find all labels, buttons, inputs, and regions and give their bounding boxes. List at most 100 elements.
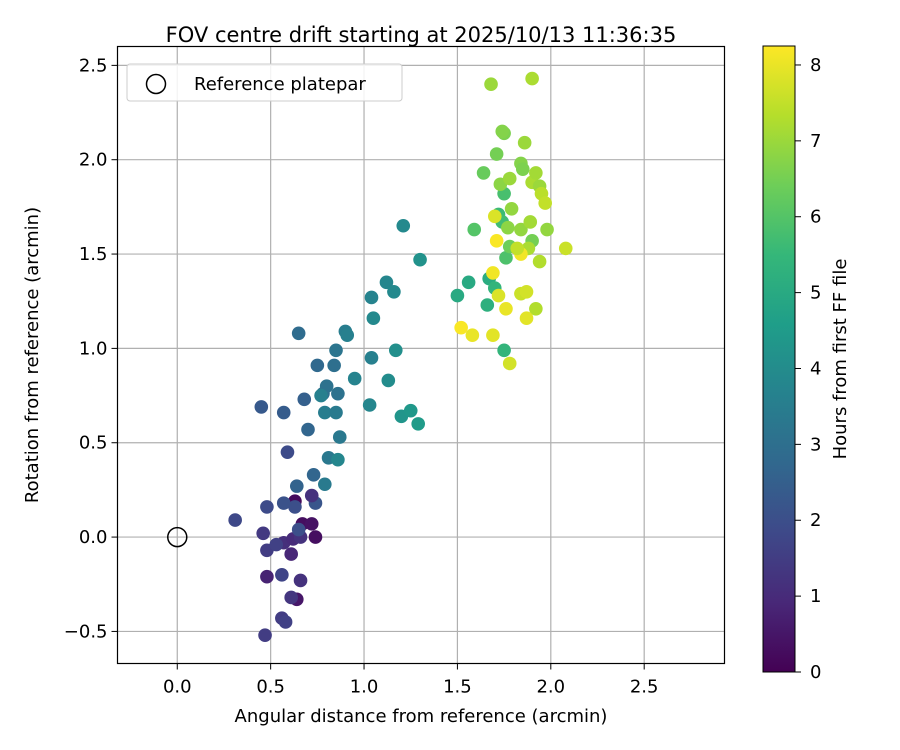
x-axis-label: Angular distance from reference (arcmin) bbox=[235, 706, 608, 727]
scatter-point bbox=[254, 400, 269, 414]
scatter-point bbox=[364, 290, 379, 305]
scatter-point bbox=[540, 222, 554, 237]
scatter-point bbox=[515, 162, 530, 176]
scatter-point bbox=[331, 386, 345, 401]
colorbar: 0 1 2 3 4 5 6 7 8 Hours from first FF file bbox=[762, 45, 851, 683]
scatter-point bbox=[364, 351, 379, 365]
chart-title: FOV centre drift starting at 2025/10/13 … bbox=[166, 23, 677, 47]
scatter-point bbox=[362, 398, 377, 412]
scatter-point bbox=[329, 405, 343, 420]
legend-box bbox=[126, 63, 403, 102]
legend: Reference platepar bbox=[126, 63, 403, 102]
scatter-point bbox=[519, 311, 534, 326]
y-tick-label: 2.5 bbox=[79, 55, 108, 76]
scatter-point bbox=[450, 288, 465, 303]
scatter-point bbox=[366, 311, 381, 326]
scatter-point bbox=[278, 615, 293, 629]
scatter-point bbox=[411, 417, 425, 431]
scatter-point bbox=[291, 326, 306, 341]
colorbar-tick-label: 0 bbox=[810, 662, 821, 683]
scatter-point bbox=[497, 343, 511, 358]
scatter-point bbox=[491, 288, 506, 303]
legend-marker-icon bbox=[145, 73, 167, 95]
scatter-point bbox=[280, 445, 295, 459]
colorbar-tick-label: 4 bbox=[810, 358, 821, 379]
scatter-point bbox=[502, 356, 517, 371]
reference-platepar-marker bbox=[167, 526, 188, 548]
x-tick-label: 0.0 bbox=[163, 677, 192, 698]
scatter-point bbox=[476, 166, 491, 180]
scatter-point bbox=[529, 166, 543, 180]
y-tick-label: 2.0 bbox=[79, 150, 108, 171]
scatter-point bbox=[489, 234, 504, 248]
reference-point-marker bbox=[167, 526, 188, 548]
scatter-point bbox=[288, 500, 302, 514]
scatter-point bbox=[558, 241, 573, 256]
x-axis-ticks: 0.0 0.5 1.0 1.5 2.0 2.5 bbox=[163, 663, 659, 698]
scatter-point bbox=[327, 358, 341, 373]
scatter-point bbox=[304, 517, 319, 531]
scatter-point bbox=[276, 496, 291, 510]
y-axis-ticks: −0.5 0.0 0.5 1.0 1.5 2.0 2.5 bbox=[64, 55, 118, 642]
scatter-point bbox=[301, 422, 315, 437]
scatter-point bbox=[306, 468, 321, 482]
scatter-point bbox=[379, 275, 394, 290]
scatter-point bbox=[502, 171, 517, 186]
colorbar-tick-label: 1 bbox=[810, 586, 821, 607]
x-tick-label: 2.0 bbox=[536, 677, 565, 698]
scatter-point bbox=[269, 537, 284, 552]
plot-area: 0.0 0.5 1.0 1.5 2.0 2.5 −0.5 0.0 0.5 1.0 1.5 2.0 2.… bbox=[64, 45, 726, 698]
scatter-point bbox=[489, 147, 504, 161]
y-tick-label: 0.5 bbox=[79, 433, 108, 454]
scatter-point bbox=[532, 254, 547, 269]
colorbar-tick-label: 5 bbox=[810, 283, 821, 304]
scatter-point bbox=[499, 251, 513, 265]
scatter-point bbox=[465, 328, 480, 342]
scatter-point bbox=[487, 209, 502, 224]
scatter-point bbox=[291, 522, 306, 537]
scatter-point bbox=[228, 513, 242, 527]
scatter-point bbox=[454, 320, 468, 335]
scatter-points bbox=[228, 71, 573, 642]
scatter-point bbox=[517, 135, 532, 150]
x-tick-label: 1.0 bbox=[350, 677, 379, 698]
scatter-point bbox=[289, 479, 304, 493]
scatter-point bbox=[510, 241, 524, 256]
scatter-point bbox=[501, 220, 515, 235]
scatter-point bbox=[260, 569, 274, 584]
y-tick-label: 1.0 bbox=[79, 338, 108, 359]
scatter-point bbox=[519, 284, 534, 299]
scatter-point bbox=[486, 328, 500, 342]
scatter-point bbox=[387, 284, 401, 299]
legend-entry: Reference platepar bbox=[194, 74, 366, 95]
scatter-point bbox=[413, 252, 427, 267]
scatter-point bbox=[495, 124, 510, 139]
scatter-point bbox=[304, 488, 319, 503]
scatter-point bbox=[308, 530, 323, 544]
scatter-point bbox=[275, 568, 289, 582]
scatter-point bbox=[403, 403, 418, 418]
scatter-point bbox=[293, 573, 308, 588]
colorbar-ticks: 0 1 2 3 4 5 6 7 8 bbox=[795, 55, 821, 683]
scatter-point bbox=[258, 628, 272, 642]
scatter-point bbox=[256, 526, 270, 541]
scatter-point bbox=[331, 452, 345, 467]
scatter-point bbox=[538, 196, 553, 210]
colorbar-label: Hours from first FF file bbox=[830, 259, 851, 460]
y-tick-label: −0.5 bbox=[64, 621, 108, 642]
x-tick-label: 1.5 bbox=[443, 677, 472, 698]
colorbar-tick-label: 6 bbox=[810, 207, 821, 228]
scatter-point bbox=[340, 328, 355, 342]
scatter-point bbox=[318, 477, 332, 492]
scatter-point bbox=[514, 222, 528, 237]
y-tick-label: 1.5 bbox=[79, 244, 108, 265]
scatter-point bbox=[332, 430, 347, 444]
y-axis-label: Rotation from reference (arcmin) bbox=[22, 207, 43, 503]
scatter-point bbox=[525, 71, 539, 86]
colorbar-tick-label: 2 bbox=[810, 510, 821, 531]
scatter-point bbox=[396, 218, 411, 233]
x-tick-label: 2.5 bbox=[630, 677, 659, 698]
scatter-point bbox=[347, 371, 362, 386]
scatter-point bbox=[284, 590, 298, 605]
